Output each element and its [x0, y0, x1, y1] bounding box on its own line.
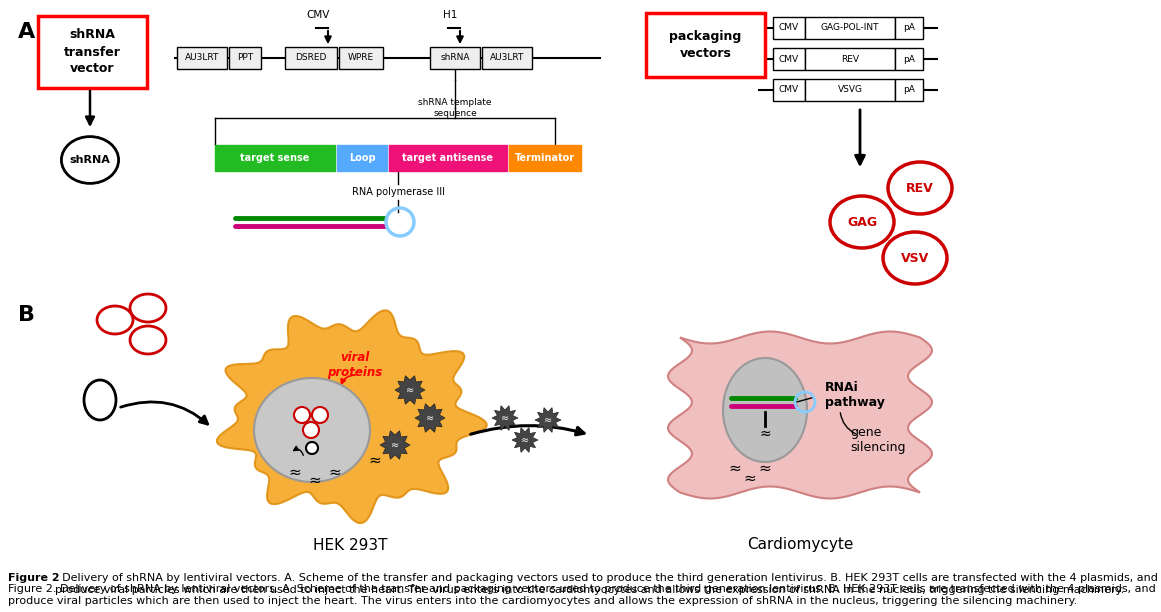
- FancyBboxPatch shape: [389, 145, 507, 171]
- Ellipse shape: [884, 232, 947, 284]
- FancyBboxPatch shape: [895, 48, 923, 70]
- FancyBboxPatch shape: [895, 17, 923, 39]
- Ellipse shape: [84, 380, 116, 420]
- Circle shape: [307, 442, 318, 454]
- Ellipse shape: [830, 196, 894, 248]
- Text: H1: H1: [442, 10, 457, 20]
- Text: DSRED: DSRED: [295, 53, 326, 62]
- Polygon shape: [668, 332, 932, 499]
- Text: pA: pA: [903, 54, 915, 64]
- Text: CMV: CMV: [307, 10, 330, 20]
- Text: GAG-POL-INT: GAG-POL-INT: [821, 23, 879, 32]
- Circle shape: [312, 407, 329, 423]
- Text: Figure 2. Delivery of shRNA by lentiviral vectors. A. Scheme of the transfer and: Figure 2. Delivery of shRNA by lentivira…: [8, 584, 1156, 606]
- Text: ≈: ≈: [545, 415, 553, 425]
- Text: Terminator: Terminator: [515, 153, 575, 163]
- Text: RNAi
pathway: RNAi pathway: [825, 381, 885, 409]
- Polygon shape: [535, 408, 561, 432]
- Text: REV: REV: [906, 182, 933, 195]
- Text: ≈: ≈: [426, 413, 434, 423]
- Text: shRNA: shRNA: [70, 155, 110, 165]
- Text: Figure 2: Figure 2: [8, 573, 59, 583]
- Text: pA: pA: [903, 86, 915, 94]
- Text: VSVG: VSVG: [837, 86, 863, 94]
- Text: CMV: CMV: [779, 54, 799, 64]
- Text: gene
silencing: gene silencing: [850, 426, 906, 454]
- FancyBboxPatch shape: [38, 16, 147, 88]
- Text: Loop: Loop: [348, 153, 375, 163]
- Text: CMV: CMV: [779, 23, 799, 32]
- FancyBboxPatch shape: [215, 145, 336, 171]
- FancyBboxPatch shape: [284, 47, 337, 69]
- Text: target antisense: target antisense: [403, 153, 493, 163]
- Text: RNA polymerase III: RNA polymerase III: [352, 187, 445, 197]
- Text: PPT: PPT: [237, 53, 253, 62]
- Polygon shape: [217, 310, 486, 523]
- Text: ≈: ≈: [758, 460, 771, 476]
- Polygon shape: [512, 428, 538, 452]
- FancyBboxPatch shape: [773, 17, 805, 39]
- Polygon shape: [492, 406, 518, 430]
- FancyBboxPatch shape: [339, 47, 383, 69]
- Ellipse shape: [62, 136, 118, 184]
- Text: shRNA: shRNA: [440, 53, 470, 62]
- Text: ≈: ≈: [309, 472, 322, 488]
- Ellipse shape: [723, 358, 807, 462]
- Text: packaging
vectors: packaging vectors: [670, 30, 742, 60]
- Text: ≈: ≈: [744, 471, 756, 485]
- Text: REV: REV: [841, 54, 859, 64]
- Circle shape: [303, 422, 319, 438]
- Text: shRNA template
sequence: shRNA template sequence: [418, 98, 492, 118]
- FancyBboxPatch shape: [805, 48, 895, 70]
- FancyBboxPatch shape: [482, 47, 532, 69]
- Text: ≈: ≈: [289, 465, 302, 479]
- Ellipse shape: [888, 162, 952, 214]
- FancyBboxPatch shape: [805, 17, 895, 39]
- Text: ≈: ≈: [759, 427, 771, 441]
- FancyBboxPatch shape: [805, 79, 895, 101]
- Text: target sense: target sense: [240, 153, 310, 163]
- Text: shRNA
transfer
vector: shRNA transfer vector: [64, 29, 121, 75]
- Text: ≈: ≈: [391, 440, 399, 450]
- FancyBboxPatch shape: [773, 79, 805, 101]
- Text: ≈: ≈: [329, 465, 341, 479]
- Ellipse shape: [130, 326, 166, 354]
- Text: AU3LRT: AU3LRT: [490, 53, 524, 62]
- Ellipse shape: [254, 378, 370, 482]
- Text: GAG: GAG: [846, 215, 877, 228]
- Text: ≈: ≈: [729, 460, 742, 476]
- Text: . Delivery of shRNA by lentiviral vectors. A. Scheme of the transfer and packagi: . Delivery of shRNA by lentiviral vector…: [55, 573, 1158, 595]
- Text: ≈: ≈: [369, 452, 381, 468]
- Text: VSV: VSV: [901, 252, 929, 264]
- Circle shape: [294, 407, 310, 423]
- Text: AU3LRT: AU3LRT: [185, 53, 219, 62]
- Ellipse shape: [130, 294, 166, 322]
- Text: viral
proteins: viral proteins: [327, 351, 383, 379]
- Text: pA: pA: [903, 23, 915, 32]
- Text: ≈: ≈: [406, 385, 414, 395]
- FancyBboxPatch shape: [337, 145, 387, 171]
- Text: WPRE: WPRE: [348, 53, 374, 62]
- FancyBboxPatch shape: [430, 47, 479, 69]
- Polygon shape: [380, 431, 410, 459]
- Text: ≈: ≈: [500, 413, 509, 423]
- Text: Cardiomycyte: Cardiomycyte: [747, 537, 853, 553]
- Text: HEK 293T: HEK 293T: [312, 537, 388, 553]
- FancyBboxPatch shape: [176, 47, 228, 69]
- FancyBboxPatch shape: [773, 48, 805, 70]
- Polygon shape: [414, 404, 445, 432]
- FancyBboxPatch shape: [646, 13, 765, 77]
- FancyBboxPatch shape: [895, 79, 923, 101]
- Text: A: A: [19, 22, 35, 42]
- Text: CMV: CMV: [779, 86, 799, 94]
- Polygon shape: [395, 376, 425, 405]
- Text: B: B: [19, 305, 35, 325]
- FancyBboxPatch shape: [229, 47, 261, 69]
- FancyBboxPatch shape: [509, 145, 580, 171]
- Text: ≈: ≈: [521, 435, 529, 445]
- Ellipse shape: [98, 306, 134, 334]
